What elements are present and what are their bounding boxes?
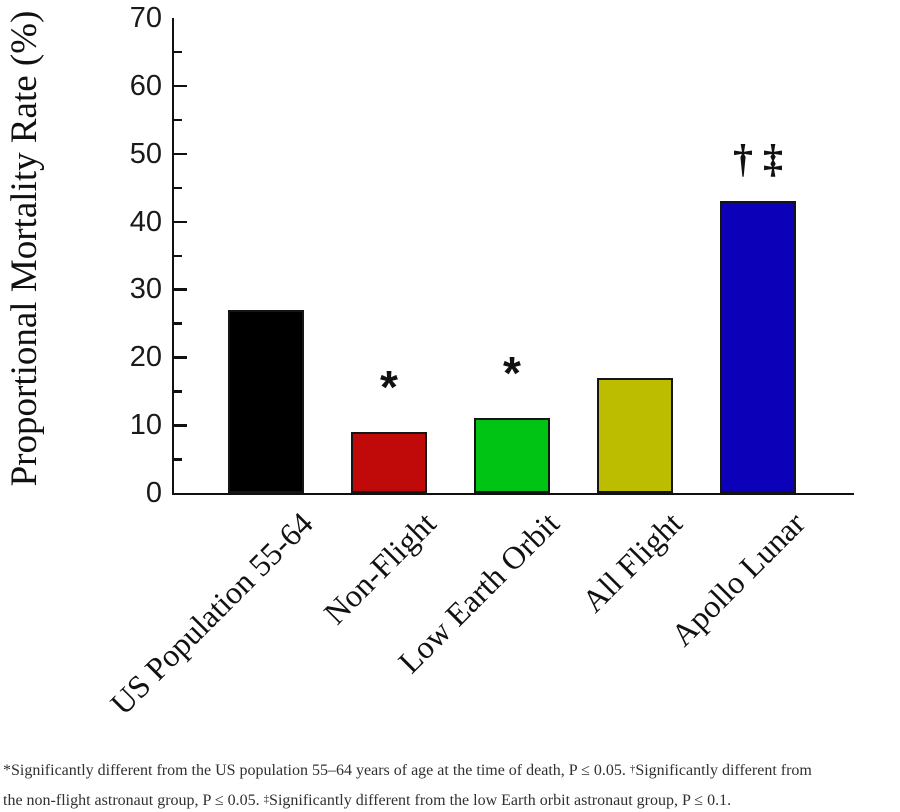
bar-all-flight — [597, 377, 673, 493]
y-axis-minor-tick — [174, 458, 182, 461]
footnote-superscript-marker: † — [629, 763, 636, 776]
y-tick-label-50: 50 — [129, 137, 162, 170]
y-axis-minor-tick — [174, 322, 182, 325]
bar-low-earth-orbit — [474, 418, 550, 493]
y-tick-label-60: 60 — [129, 69, 162, 102]
footnote-text: the non-flight astronaut group, P ≤ 0.05… — [3, 792, 264, 809]
y-axis-major-tick — [174, 152, 187, 156]
y-axis-major-tick — [174, 84, 187, 88]
y-tick-label-40: 40 — [129, 205, 162, 238]
x-category-label-us-population-55-64: US Population 55-64 — [102, 505, 320, 722]
footnote-text: *Significantly different from the US pop… — [3, 762, 630, 779]
y-axis-minor-tick — [174, 118, 182, 122]
footnote-line-1: *Significantly different from the US pop… — [3, 756, 897, 786]
x-category-label-non-flight: Non-Flight — [316, 505, 443, 632]
y-tick-label-70: 70 — [129, 2, 162, 34]
y-tick-label-20: 20 — [129, 341, 162, 374]
y-axis-major-tick — [174, 288, 187, 291]
footnote-text: Significantly different from — [635, 762, 812, 779]
y-axis-minor-tick — [174, 390, 182, 393]
x-category-label-all-flight: All Flight — [574, 505, 689, 620]
y-axis-minor-tick — [174, 186, 182, 190]
y-axis-title: Proportional Mortality Rate (%) — [4, 10, 45, 487]
y-axis-minor-tick — [174, 50, 182, 54]
y-axis-major-tick — [174, 356, 187, 359]
plot-area — [172, 18, 854, 495]
y-tick-label-30: 30 — [129, 273, 162, 306]
y-axis-major-tick — [174, 220, 187, 224]
bar-non-flight — [351, 431, 427, 493]
figure-footnote: *Significantly different from the US pop… — [3, 756, 897, 812]
y-axis-minor-tick — [174, 254, 182, 257]
y-axis-major-tick — [174, 424, 187, 427]
significance-marker-low-earth-orbit: * — [503, 347, 521, 400]
significance-marker-apollo-lunar: † ‡ — [733, 136, 783, 182]
footnote-text: Significantly different from the low Ear… — [269, 792, 732, 809]
bar-us-population-55-64 — [228, 309, 304, 493]
bar-apollo-lunar — [720, 201, 796, 493]
significance-marker-non-flight: * — [380, 360, 398, 413]
y-tick-label-0: 0 — [145, 477, 162, 509]
y-tick-label-10: 10 — [129, 409, 162, 442]
footnote-superscript-marker: ‡ — [263, 793, 270, 806]
footnote-line-2: the non-flight astronaut group, P ≤ 0.05… — [3, 786, 897, 812]
